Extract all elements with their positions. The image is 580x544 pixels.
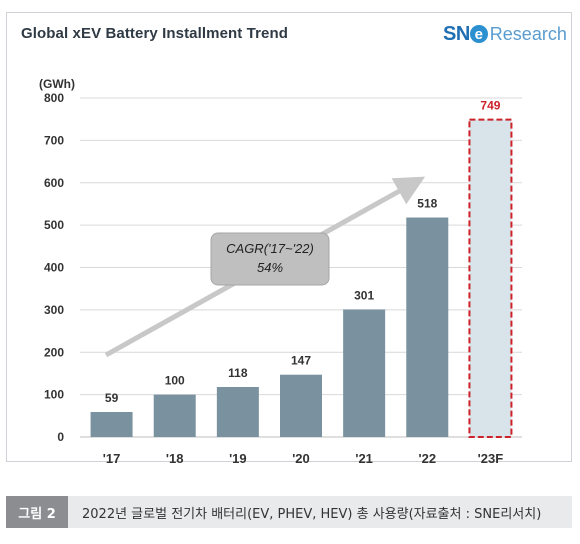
bar-forecast [468, 118, 513, 439]
bar-value-label: 147 [291, 354, 311, 368]
y-tick-label: 200 [44, 345, 64, 359]
y-tick-label: 400 [44, 261, 64, 275]
chart-title: Global xEV Battery Installment Trend [21, 25, 289, 42]
bar [216, 386, 259, 437]
bar [406, 217, 449, 437]
cagr-annotation-line2: 54% [257, 260, 283, 275]
bar-value-label: 100 [165, 374, 185, 388]
bar-value-label: 118 [228, 366, 248, 380]
bar [90, 411, 133, 437]
logo-e-icon: e [469, 25, 488, 43]
y-tick-label: 100 [44, 388, 64, 402]
x-tick-label: '21 [355, 451, 373, 466]
bar [153, 394, 196, 437]
y-tick-label: 500 [44, 218, 64, 232]
x-tick-label: '17 [103, 451, 121, 466]
bar-value-label: 59 [105, 391, 119, 405]
x-tick-label: '22 [419, 451, 437, 466]
bar-value-label: 749 [480, 99, 500, 113]
bar [343, 309, 386, 437]
logo-research-text: Research [489, 23, 567, 44]
logo-sn-text: SN [443, 22, 470, 45]
y-tick-label: 700 [44, 133, 64, 147]
y-axis-unit: (GWh) [39, 77, 75, 91]
y-tick-label: 300 [44, 303, 64, 317]
cagr-annotation-line1: CAGR('17~'22) [226, 241, 314, 256]
x-tick-label: '23F [478, 451, 504, 466]
sne-research-logo: SN e Research [443, 22, 567, 46]
caption-label: 그림 2 [6, 496, 68, 528]
y-tick-label: 0 [57, 430, 64, 444]
y-tick-label: 600 [44, 176, 64, 190]
cagr-annotation-box [210, 232, 330, 286]
y-tick-label: 800 [44, 91, 64, 105]
caption-text: 2022년 글로벌 전기차 배터리(EV, PHEV, HEV) 총 사용량(자… [82, 506, 542, 522]
bar-value-label: 301 [354, 288, 374, 302]
x-tick-label: '19 [229, 451, 247, 466]
bar-value-label: 518 [417, 196, 437, 210]
bar [280, 374, 322, 437]
x-tick-label: '20 [292, 451, 310, 466]
x-tick-label: '18 [166, 451, 184, 466]
figure-caption: 그림 2 2022년 글로벌 전기차 배터리(EV, PHEV, HEV) 총 … [6, 496, 572, 528]
